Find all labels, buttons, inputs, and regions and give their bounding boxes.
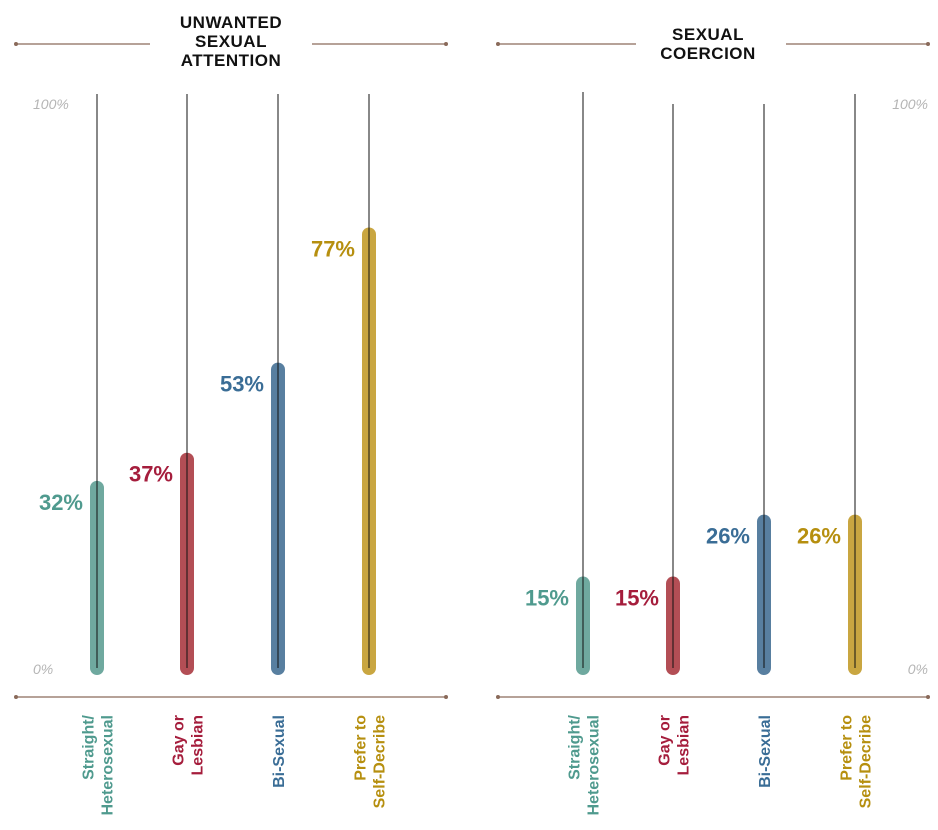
title-rule-end-dot: [926, 42, 930, 46]
x-tick-label: Straight/Heterosexual: [81, 714, 117, 815]
x-axis-start-dot: [14, 695, 18, 699]
x-tick-label-line: Straight/: [567, 714, 584, 779]
x-tick-label: Prefer to Self-Decribe: [353, 715, 389, 809]
x-tick-label-line: Gay or: [657, 715, 674, 766]
x-tick-label: Straight/Heterosexual: [567, 714, 603, 815]
data-label: 15%: [615, 586, 659, 611]
x-tick-label-line: Self-Decribe: [858, 715, 875, 808]
x-axis-start-dot: [496, 695, 500, 699]
x-tick-label-line: Straight/: [81, 714, 98, 779]
data-label: 26%: [797, 524, 841, 549]
x-tick-label-line: Prefer to: [353, 715, 370, 781]
x-tick-label: Gay or Lesbian: [171, 715, 207, 775]
title-rule-start-dot: [496, 42, 500, 46]
title-rule-end-dot: [444, 42, 448, 46]
chart-title-line: COERCION: [660, 44, 756, 63]
x-tick-label-line: Self-Decribe: [372, 715, 389, 808]
x-tick-label-line: Lesbian: [190, 715, 207, 775]
x-tick-label: Bi-Sexual: [271, 715, 288, 788]
x-axis-end-dot: [926, 695, 930, 699]
x-tick-label-line: Prefer to: [839, 715, 856, 781]
chart-title-line: SEXUAL: [672, 25, 744, 44]
x-tick-label-line: Bi-Sexual: [271, 715, 288, 788]
x-axis-end-dot: [444, 695, 448, 699]
data-label: 37%: [129, 462, 173, 487]
x-tick-label-line: Heterosexual: [586, 715, 603, 816]
x-tick-label-line: Heterosexual: [100, 715, 117, 816]
y-tick-label: 100%: [892, 96, 928, 112]
data-label: 32%: [39, 490, 83, 515]
data-label: 53%: [220, 372, 264, 397]
data-label: 15%: [525, 586, 569, 611]
x-tick-label-line: Bi-Sexual: [757, 715, 774, 788]
title-rule-start-dot: [14, 42, 18, 46]
x-tick-label: Prefer to Self-Decribe: [839, 715, 875, 809]
x-tick-label: Bi-Sexual: [757, 715, 774, 788]
data-label: 26%: [706, 524, 750, 549]
chart-title-line: UNWANTED: [180, 13, 282, 32]
data-label: 77%: [311, 236, 355, 261]
x-tick-label: Gay or Lesbian: [657, 715, 693, 775]
y-tick-label: 0%: [33, 661, 53, 677]
x-tick-label-line: Gay or: [171, 715, 188, 766]
y-tick-label: 0%: [908, 661, 928, 677]
y-tick-label: 100%: [33, 96, 69, 112]
chart-title-line: SEXUAL: [195, 32, 267, 51]
x-tick-label-line: Lesbian: [676, 715, 693, 775]
chart-title-line: ATTENTION: [181, 51, 282, 70]
